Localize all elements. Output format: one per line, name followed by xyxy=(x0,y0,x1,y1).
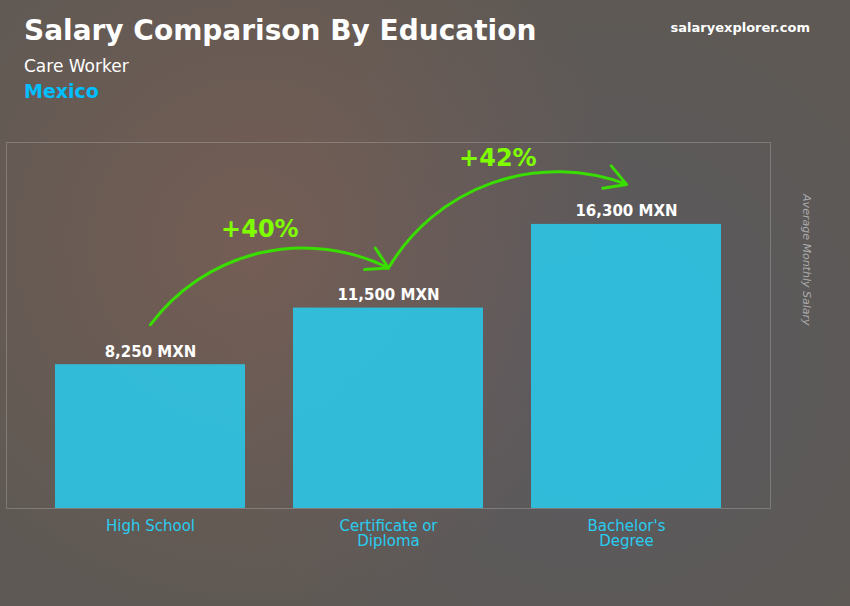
svg-text:High School: High School xyxy=(106,517,195,535)
svg-text:Average Monthly Salary: Average Monthly Salary xyxy=(800,193,813,326)
svg-text:11,500 MXN: 11,500 MXN xyxy=(337,286,439,304)
html-text:Care Worker: Care Worker xyxy=(24,55,129,76)
svg-text:Certificate orDiploma: Certificate orDiploma xyxy=(339,517,438,550)
svg-text:+42%: +42% xyxy=(459,143,537,171)
html-text:salaryexplorer.com: salaryexplorer.com xyxy=(670,20,810,35)
svg-text:8,250 MXN: 8,250 MXN xyxy=(105,342,197,360)
svg-text:16,300 MXN: 16,300 MXN xyxy=(575,202,677,220)
svg-text:Bachelor'sDegree: Bachelor'sDegree xyxy=(588,517,666,550)
html-text:Mexico: Mexico xyxy=(24,79,99,102)
svg-text:+40%: +40% xyxy=(221,215,299,243)
html-text:Salary Comparison By Education: Salary Comparison By Education xyxy=(24,14,537,47)
